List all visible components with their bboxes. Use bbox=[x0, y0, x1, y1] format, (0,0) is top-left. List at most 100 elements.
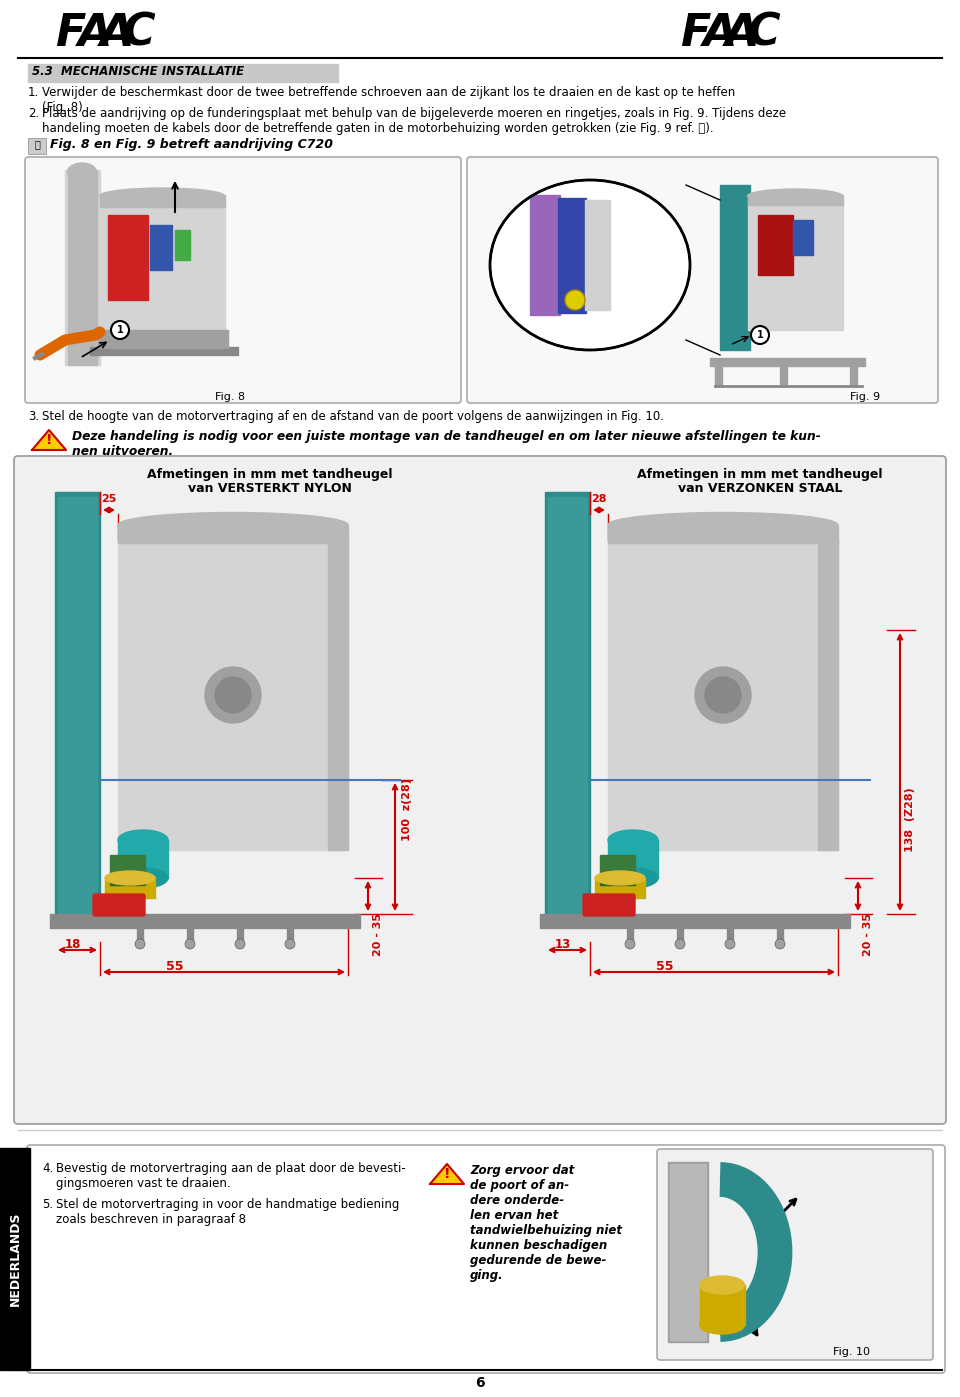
Text: 4.: 4. bbox=[42, 1162, 53, 1175]
Ellipse shape bbox=[118, 513, 348, 538]
Text: Zorg ervoor dat
de poort of an-
dere onderde-
len ervan het
tandwielbehuizing ni: Zorg ervoor dat de poort of an- dere ond… bbox=[470, 1164, 622, 1282]
Ellipse shape bbox=[595, 870, 645, 886]
Text: 55: 55 bbox=[166, 960, 183, 972]
Bar bbox=[748, 196, 843, 205]
FancyBboxPatch shape bbox=[467, 156, 938, 402]
Bar bbox=[68, 170, 97, 365]
Bar bbox=[50, 914, 360, 928]
Text: 6: 6 bbox=[475, 1376, 485, 1390]
Circle shape bbox=[205, 666, 261, 724]
Bar bbox=[237, 928, 243, 943]
Ellipse shape bbox=[118, 830, 168, 849]
Bar bbox=[530, 196, 560, 314]
Ellipse shape bbox=[700, 1275, 745, 1294]
Circle shape bbox=[215, 678, 251, 712]
Text: Fig. 8: Fig. 8 bbox=[215, 393, 245, 402]
Polygon shape bbox=[430, 1164, 464, 1185]
Bar bbox=[727, 928, 733, 943]
Ellipse shape bbox=[105, 870, 155, 886]
Text: Afmetingen in mm met tandheugel: Afmetingen in mm met tandheugel bbox=[147, 468, 393, 481]
Circle shape bbox=[675, 939, 685, 949]
Text: C: C bbox=[747, 13, 780, 54]
Text: Fig. 8 en Fig. 9 betreft aandrijving C720: Fig. 8 en Fig. 9 betreft aandrijving C72… bbox=[50, 138, 333, 151]
Text: !: ! bbox=[46, 433, 52, 447]
Bar bbox=[777, 928, 783, 943]
Bar bbox=[100, 196, 225, 207]
Bar bbox=[118, 541, 348, 849]
Text: F: F bbox=[55, 13, 85, 54]
Text: Deze handeling is nodig voor een juiste montage van de tandheugel en om later ni: Deze handeling is nodig voor een juiste … bbox=[72, 430, 821, 458]
Bar bbox=[850, 366, 857, 386]
Circle shape bbox=[235, 939, 245, 949]
Circle shape bbox=[725, 939, 735, 949]
Text: Fig. 10: Fig. 10 bbox=[833, 1347, 870, 1356]
Text: Fig. 9: Fig. 9 bbox=[850, 393, 880, 402]
Circle shape bbox=[705, 678, 741, 712]
Ellipse shape bbox=[490, 180, 690, 351]
Bar bbox=[558, 198, 586, 313]
Bar bbox=[98, 330, 228, 348]
Text: Verwijder de beschermkast door de twee betreffende schroeven aan de zijkant los : Verwijder de beschermkast door de twee b… bbox=[42, 87, 735, 115]
Text: 100  z(28): 100 z(28) bbox=[402, 778, 412, 841]
Bar bbox=[720, 184, 750, 351]
Bar bbox=[600, 875, 635, 886]
Bar bbox=[715, 366, 722, 386]
Text: 1.: 1. bbox=[28, 87, 39, 99]
Ellipse shape bbox=[118, 868, 168, 888]
Bar bbox=[758, 215, 793, 275]
Bar bbox=[608, 840, 658, 877]
Text: 5.3  MECHANISCHE INSTALLATIE: 5.3 MECHANISCHE INSTALLATIE bbox=[32, 66, 244, 78]
Text: C: C bbox=[122, 13, 155, 54]
FancyBboxPatch shape bbox=[657, 1148, 933, 1361]
Circle shape bbox=[565, 291, 585, 310]
Circle shape bbox=[775, 939, 785, 949]
Text: 2.: 2. bbox=[28, 108, 39, 120]
Bar bbox=[118, 840, 168, 877]
Text: Bevestig de motorvertraging aan de plaat door de bevesti-
gingsmoeren vast te dr: Bevestig de motorvertraging aan de plaat… bbox=[56, 1162, 406, 1190]
Text: 20 - 35: 20 - 35 bbox=[373, 914, 383, 957]
Bar bbox=[668, 1162, 708, 1343]
Ellipse shape bbox=[748, 189, 843, 203]
Bar bbox=[110, 875, 145, 886]
Text: A: A bbox=[703, 13, 737, 54]
Bar bbox=[585, 200, 610, 310]
Circle shape bbox=[185, 939, 195, 949]
Bar bbox=[137, 928, 143, 943]
Bar bbox=[110, 855, 145, 883]
Bar bbox=[90, 346, 238, 355]
Bar bbox=[65, 170, 100, 365]
FancyBboxPatch shape bbox=[583, 894, 635, 916]
Ellipse shape bbox=[67, 163, 97, 182]
Text: A: A bbox=[78, 13, 112, 54]
Bar bbox=[677, 928, 683, 943]
Text: !: ! bbox=[444, 1166, 450, 1180]
Bar bbox=[608, 541, 838, 849]
Bar bbox=[780, 366, 787, 386]
Text: van VERZONKEN STAAL: van VERZONKEN STAAL bbox=[678, 482, 842, 495]
Text: 📷: 📷 bbox=[34, 138, 40, 149]
Text: NEDERLANDS: NEDERLANDS bbox=[9, 1211, 21, 1306]
Bar bbox=[100, 200, 225, 335]
Bar bbox=[608, 525, 838, 543]
Circle shape bbox=[285, 939, 295, 949]
Text: Plaats de aandrijving op de funderingsplaat met behulp van de bijgeleverde moere: Plaats de aandrijving op de funderingspl… bbox=[42, 108, 786, 136]
Bar bbox=[28, 64, 338, 82]
Bar bbox=[328, 541, 348, 849]
Text: Stel de motorvertraging in voor de handmatige bediening
zoals beschreven in para: Stel de motorvertraging in voor de handm… bbox=[56, 1199, 399, 1227]
Text: A: A bbox=[725, 13, 759, 54]
Bar bbox=[793, 219, 813, 256]
Text: van VERSTERKT NYLON: van VERSTERKT NYLON bbox=[188, 482, 352, 495]
Ellipse shape bbox=[608, 513, 838, 538]
Bar bbox=[118, 525, 348, 543]
Text: Afmetingen in mm met tandheugel: Afmetingen in mm met tandheugel bbox=[637, 468, 883, 481]
Bar bbox=[710, 358, 865, 366]
Bar bbox=[540, 914, 850, 928]
Circle shape bbox=[625, 939, 635, 949]
Bar bbox=[28, 138, 46, 154]
FancyBboxPatch shape bbox=[27, 1146, 945, 1373]
Text: 5.: 5. bbox=[42, 1199, 53, 1211]
Text: 3.: 3. bbox=[28, 409, 39, 423]
Bar bbox=[700, 1285, 745, 1324]
Bar bbox=[150, 225, 172, 270]
Text: 18: 18 bbox=[65, 937, 82, 951]
